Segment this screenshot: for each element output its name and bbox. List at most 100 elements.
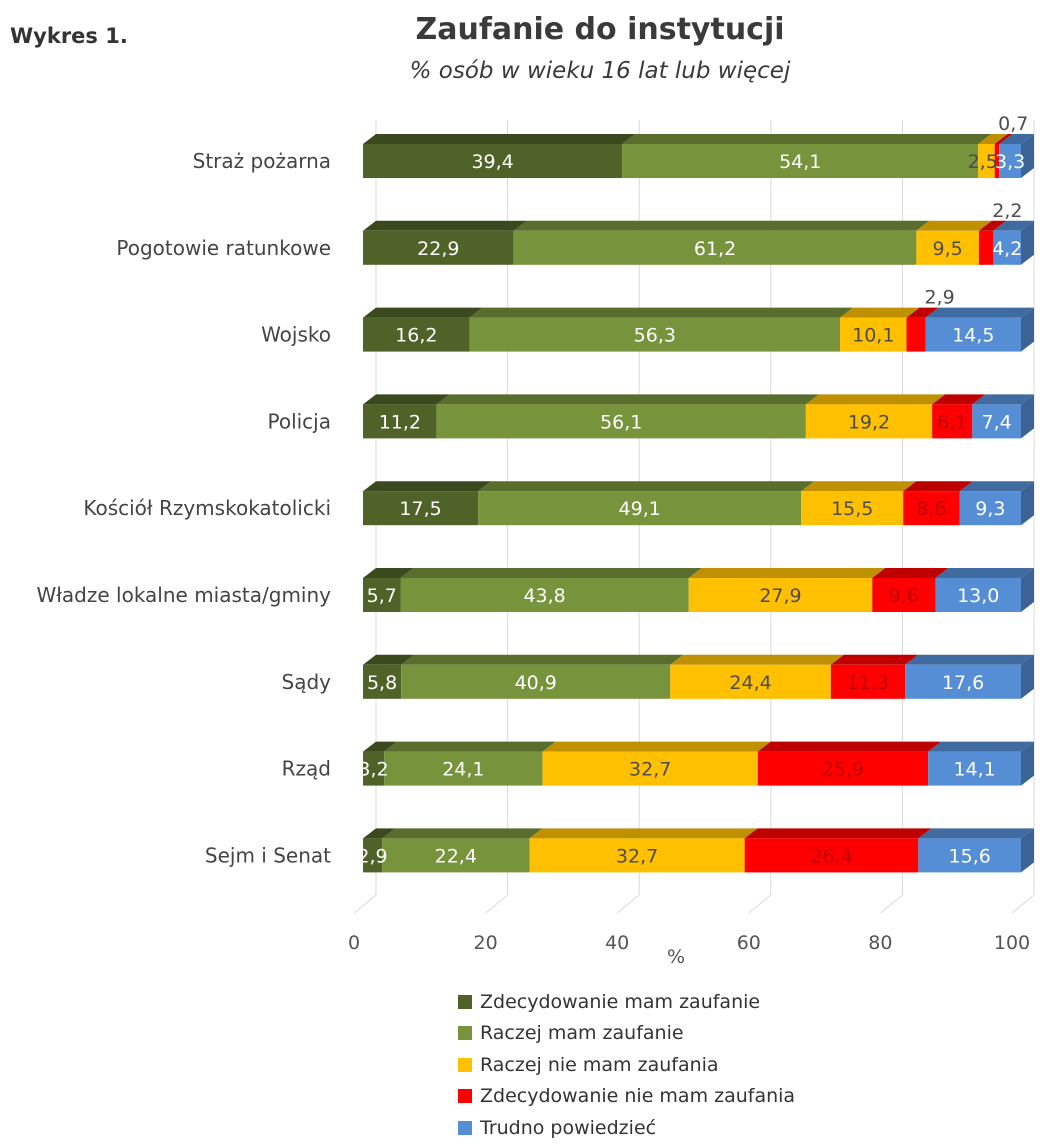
value-label: 43,8 xyxy=(523,585,565,607)
x-tick-label: 20 xyxy=(474,932,498,954)
bar-segment xyxy=(935,568,1034,612)
legend-swatch xyxy=(458,1026,472,1041)
legend-item: Zdecydowanie nie mam zaufania xyxy=(458,1081,795,1113)
legend-item: Trudno powiedzieć xyxy=(458,1112,795,1144)
value-label: 11,2 xyxy=(379,411,421,433)
bar-segment xyxy=(905,654,1034,699)
gridline-floor xyxy=(616,894,640,914)
gridline-floor xyxy=(880,894,903,914)
value-label: 25,9 xyxy=(822,759,864,781)
bar-segment xyxy=(363,741,398,786)
value-label: 11,3 xyxy=(847,672,889,694)
value-label: 16,2 xyxy=(395,325,437,347)
value-label: 4,2 xyxy=(992,238,1022,260)
bar-segment xyxy=(918,828,1034,873)
value-label: 15,6 xyxy=(949,845,991,867)
category-label: Rząd xyxy=(282,757,331,781)
legend-label: Zdecydowanie nie mam zaufania xyxy=(480,1085,796,1108)
x-tick-label: 100 xyxy=(994,932,1030,954)
bar-segment xyxy=(670,654,844,699)
category-label: Wojsko xyxy=(261,323,331,347)
legend-label: Trudno powiedzieć xyxy=(480,1116,657,1139)
legend-item: Raczej mam zaufanie xyxy=(458,1018,795,1050)
category-label: Pogotowie ratunkowe xyxy=(116,236,331,260)
category-label: Policja xyxy=(267,409,331,433)
category-label: Sądy xyxy=(282,670,332,694)
bar-segment xyxy=(363,481,492,526)
bar-segment xyxy=(363,307,483,352)
value-label: 61,2 xyxy=(694,238,736,260)
value-label: 56,3 xyxy=(634,325,676,347)
gridline-floor xyxy=(1011,894,1035,914)
value-label: 49,1 xyxy=(619,498,661,520)
bar-segment xyxy=(529,828,758,873)
legend-swatch xyxy=(458,1057,472,1072)
legend-swatch xyxy=(458,994,472,1009)
value-label: 2,9 xyxy=(357,845,387,867)
category-label: Władze lokalne miasta/gminy xyxy=(36,583,331,607)
value-label: 10,1 xyxy=(852,325,894,347)
bar-segment xyxy=(972,394,1034,439)
bar-segment xyxy=(363,394,450,439)
bar-segment xyxy=(542,741,771,786)
bar-segment xyxy=(906,307,939,352)
bar-segment xyxy=(400,568,702,612)
chart-legend: Zdecydowanie mam zaufanie Raczej mam zauf… xyxy=(458,986,795,1144)
x-tick-label: 60 xyxy=(737,932,761,954)
legend-label: Raczej nie mam zaufania xyxy=(480,1053,719,1076)
stacked-bar-chart: 0 20 40 60 80 100% Straż pożarna 39,4 54,1 2,50,7… xyxy=(36,113,1035,968)
value-label: 32,7 xyxy=(629,759,671,781)
value-label: 24,4 xyxy=(729,672,771,694)
value-label: 27,9 xyxy=(759,585,801,607)
bar-segment xyxy=(401,654,684,699)
value-label: 56,1 xyxy=(600,411,642,433)
value-label: 7,4 xyxy=(982,411,1012,433)
bar-segment xyxy=(959,481,1034,526)
x-tick-label: 80 xyxy=(868,932,892,954)
bar-segment xyxy=(478,481,815,526)
bar-segment xyxy=(384,741,556,786)
value-label: 8,6 xyxy=(916,498,946,520)
x-tick-label: 0 xyxy=(348,932,360,954)
value-label: 3,2 xyxy=(358,759,388,781)
bar-segment xyxy=(978,220,1007,265)
category-label: Straż pożarna xyxy=(193,149,331,173)
bar-segment xyxy=(999,134,1034,178)
value-label: 40,9 xyxy=(515,672,557,694)
bar-segment xyxy=(805,394,946,439)
bar-segment xyxy=(830,654,919,699)
value-label: 9,6 xyxy=(889,585,919,607)
gridline-floor xyxy=(485,894,508,914)
bar-segment xyxy=(993,220,1034,265)
value-label: 22,9 xyxy=(417,238,459,260)
bar-segment xyxy=(469,307,854,352)
value-label: 32,7 xyxy=(616,845,658,867)
value-label: 2,2 xyxy=(992,200,1022,222)
bar-segment xyxy=(978,134,1008,178)
bar-segment xyxy=(363,220,527,265)
legend-swatch xyxy=(458,1120,472,1135)
category-label: Sejm i Senat xyxy=(205,843,331,867)
value-label: 2,5 xyxy=(968,151,998,173)
legend-item: Zdecydowanie mam zaufanie xyxy=(458,986,795,1018)
value-label: 5,7 xyxy=(367,585,397,607)
gridline-floor xyxy=(353,894,377,914)
value-label: 54,1 xyxy=(779,151,821,173)
value-label: 22,4 xyxy=(435,845,477,867)
value-label: 24,1 xyxy=(442,759,484,781)
bar-segment xyxy=(872,568,949,612)
bar-segment xyxy=(363,828,396,873)
legend-label: Zdecydowanie mam zaufanie xyxy=(480,990,761,1013)
bar-segment xyxy=(757,741,942,786)
value-label: 3,3 xyxy=(995,151,1025,173)
legend-item: Raczej nie mam zaufania xyxy=(458,1049,795,1081)
value-label: 5,8 xyxy=(367,672,397,694)
bar-segment xyxy=(382,828,543,873)
bar-segment xyxy=(622,134,992,178)
value-label: 6,1 xyxy=(937,411,967,433)
value-label: 9,5 xyxy=(933,238,963,260)
value-label: 17,6 xyxy=(942,672,984,694)
category-label: Kościół Rzymskokatolicki xyxy=(83,496,331,520)
bar-segment xyxy=(840,307,920,352)
bar-segment xyxy=(932,394,986,439)
